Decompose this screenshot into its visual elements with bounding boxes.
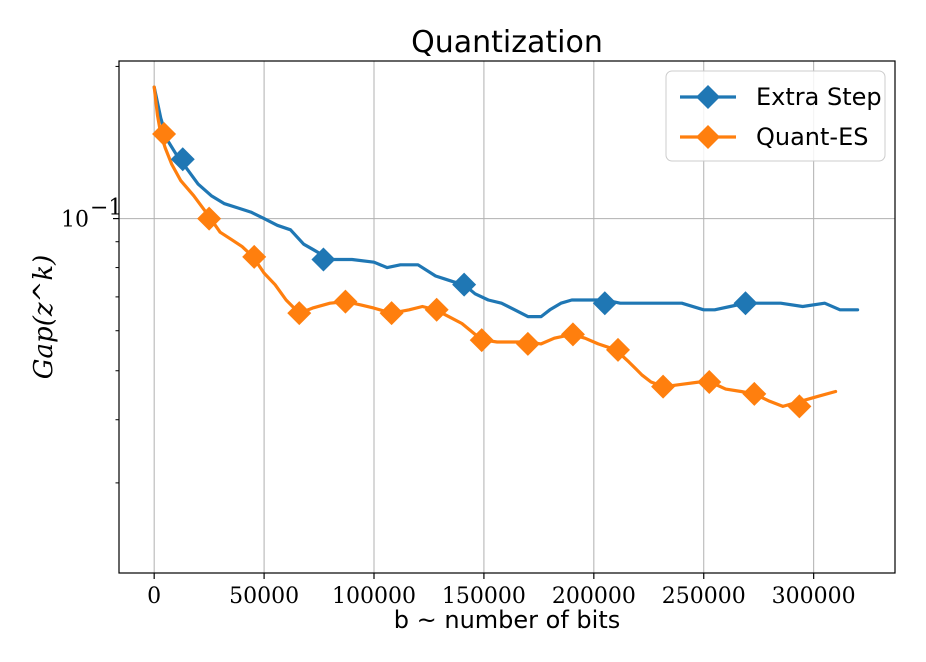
series-layer [152, 85, 860, 419]
legend-marker-extra-step [696, 85, 720, 109]
data-point-quant-es [787, 394, 812, 419]
y-tick-label-exponent: −1 [90, 196, 122, 221]
x-axis-label: b ~ number of bits [394, 606, 620, 634]
x-tick-label: 250000 [662, 584, 746, 609]
x-tick-label: 150000 [442, 584, 526, 609]
plot-frame [118, 60, 896, 574]
data-point-quant-es [379, 301, 404, 326]
data-point-quant-es [697, 370, 722, 395]
legend-label-quant-es: Quant-ES [756, 123, 869, 151]
series-line-extra-step [152, 85, 860, 319]
data-point-extra-step [452, 272, 477, 297]
data-point-extra-step [592, 291, 617, 316]
legend-label-extra-step: Extra Step [756, 83, 882, 111]
legend-marker-quant-es [696, 125, 720, 149]
x-tick-label: 50000 [229, 584, 299, 609]
data-point-quant-es [606, 337, 631, 362]
data-point-quant-es [742, 381, 767, 406]
data-point-quant-es [152, 122, 177, 147]
data-point-quant-es [515, 331, 540, 356]
data-point-quant-es [424, 297, 449, 322]
data-point-quant-es [242, 244, 267, 269]
data-point-quant-es [560, 322, 585, 347]
x-tick-label: 0 [147, 584, 161, 609]
data-point-quant-es [651, 374, 676, 399]
data-point-extra-step [733, 291, 758, 316]
x-tick-label: 100000 [332, 584, 416, 609]
data-point-quant-es [287, 301, 312, 326]
data-point-extra-step [311, 247, 336, 272]
y-axis-label: Gap(z^k) [29, 255, 59, 379]
y-tick-label: 10 [61, 208, 89, 233]
data-point-quant-es [469, 328, 494, 353]
legend: Extra Step Quant-ES [665, 70, 886, 162]
ticks-layer: 0 50000 100000 150000 200000 250000 300000 10 −1 [61, 65, 856, 609]
x-tick-label: 200000 [552, 584, 636, 609]
x-tick-label: 300000 [772, 584, 856, 609]
chart-title: Quantization [411, 25, 603, 60]
data-point-quant-es [333, 289, 358, 314]
data-point-extra-step [170, 147, 195, 172]
data-point-quant-es [197, 206, 222, 231]
